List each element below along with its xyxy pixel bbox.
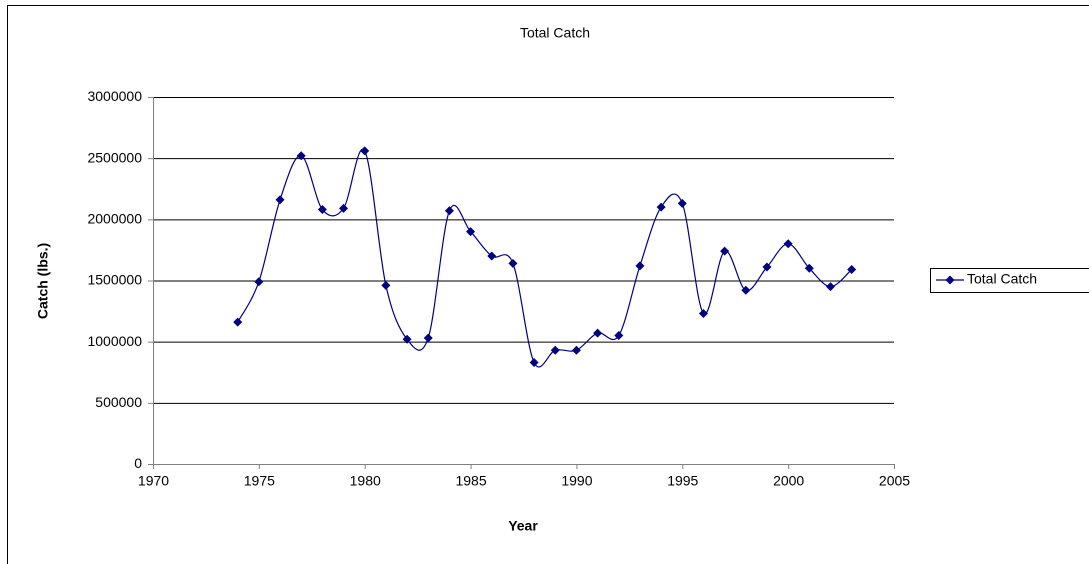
data-point [635, 261, 645, 271]
data-point [402, 334, 412, 344]
x-tick-label: 1990 [561, 473, 592, 489]
data-point [254, 277, 264, 287]
data-point [593, 328, 603, 338]
data-point [423, 333, 433, 343]
x-tick-label: 1975 [244, 473, 275, 489]
data-point [825, 282, 835, 292]
data-point [677, 198, 687, 208]
y-tick-label: 3000000 [87, 88, 142, 104]
x-tick-label: 2000 [773, 473, 804, 489]
data-point [529, 357, 539, 367]
y-tick-label: 500000 [95, 394, 142, 410]
y-tick-label: 2500000 [87, 149, 142, 165]
data-point [720, 246, 730, 256]
data-point [360, 146, 370, 156]
data-point [317, 205, 327, 215]
data-point [804, 263, 814, 273]
y-tick-label: 1500000 [87, 272, 142, 288]
data-point [698, 309, 708, 319]
data-point [656, 202, 666, 212]
data-point [762, 262, 772, 272]
chart-title: Total Catch [520, 25, 590, 41]
data-point [614, 331, 624, 341]
data-point [571, 345, 581, 355]
x-tick-label: 1970 [138, 473, 169, 489]
x-tick-label: 1980 [350, 473, 381, 489]
legend-label: Total Catch [967, 271, 1037, 287]
legend-marker [945, 275, 955, 285]
data-point [444, 206, 454, 216]
x-tick-label: 1985 [455, 473, 486, 489]
chart-border [7, 5, 1089, 564]
data-point [783, 239, 793, 249]
data-point [296, 151, 306, 161]
data-point [381, 280, 391, 290]
data-point [233, 317, 243, 327]
y-axis-label: Catch (lbs.) [35, 243, 51, 319]
data-point [741, 285, 751, 295]
y-tick-label: 1000000 [87, 333, 142, 349]
x-axis-label: Year [508, 518, 538, 534]
x-tick-label: 1995 [667, 473, 698, 489]
data-point [339, 203, 349, 213]
data-point [847, 264, 857, 274]
data-point [508, 258, 518, 268]
data-point [275, 195, 285, 205]
y-tick-label: 0 [134, 455, 142, 471]
data-point [487, 251, 497, 261]
data-point [466, 227, 476, 237]
data-point [550, 345, 560, 355]
y-tick-label: 2000000 [87, 211, 142, 227]
x-tick-label: 2005 [879, 473, 910, 489]
